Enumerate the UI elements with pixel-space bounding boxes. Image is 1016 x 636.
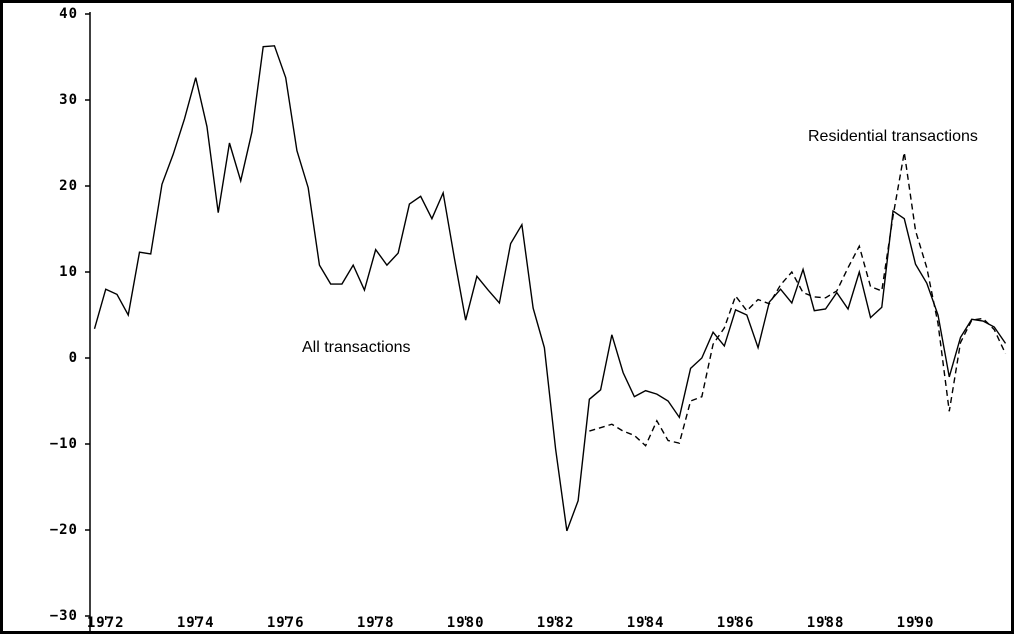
y-tick-label: −20 <box>50 522 78 538</box>
x-tick-label: 1978 <box>357 615 395 631</box>
x-tick-label: 1972 <box>87 615 125 631</box>
series-label: Residential transactions <box>808 128 978 145</box>
x-tick-label: 1976 <box>267 615 305 631</box>
series-line <box>93 45 1007 532</box>
y-tick-label: −30 <box>50 608 78 624</box>
x-tick-label: 1990 <box>897 615 935 631</box>
series-label: All transactions <box>302 339 411 356</box>
x-tick-label: 1984 <box>627 615 665 631</box>
y-tick-label: 30 <box>59 92 78 108</box>
x-tick-label: 1980 <box>447 615 485 631</box>
y-tick-label: 0 <box>69 350 78 366</box>
y-tick-label: 40 <box>59 6 78 22</box>
y-tick-label: −10 <box>50 436 78 452</box>
x-tick-label: 1982 <box>537 615 575 631</box>
x-tick-label: 1986 <box>717 615 755 631</box>
y-tick-label: 20 <box>59 178 78 194</box>
x-tick-label: 1974 <box>177 615 215 631</box>
x-tick-label: 1988 <box>807 615 845 631</box>
y-tick-label: 10 <box>59 264 78 280</box>
series-line <box>589 152 1007 447</box>
